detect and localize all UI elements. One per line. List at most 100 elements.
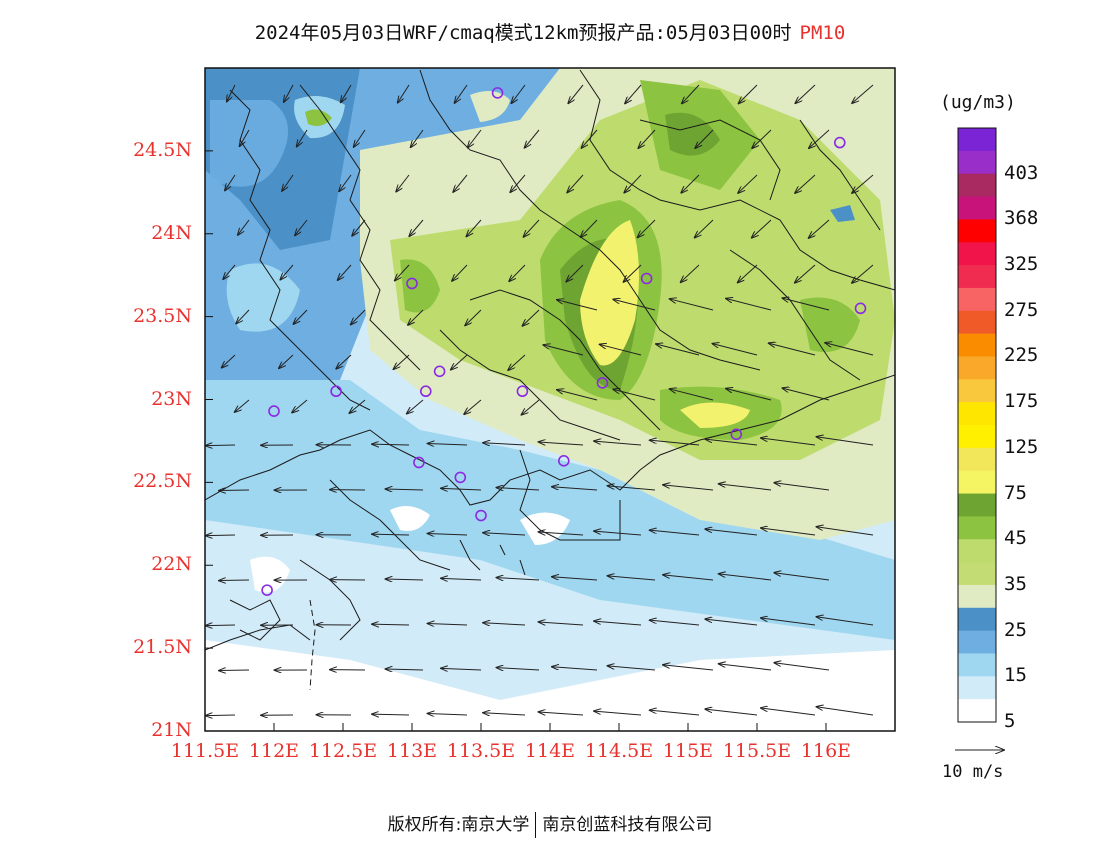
wind-arrow <box>240 129 250 146</box>
wind-arrow <box>852 84 874 103</box>
latitude-label: 21N <box>151 719 192 741</box>
wind-arrow <box>608 486 656 491</box>
latitude-label: 22N <box>151 553 192 576</box>
wind-arrow <box>524 219 540 237</box>
colorbar-swatch <box>958 150 996 175</box>
wind-arrow <box>227 84 236 101</box>
wind-arrow <box>508 354 526 370</box>
colorbar-swatch <box>958 676 996 700</box>
wind-arrow <box>223 264 236 279</box>
colorbar-swatch <box>958 630 996 654</box>
wind-arrow <box>705 709 758 716</box>
wind-arrow <box>650 620 700 626</box>
reference-vector-label: 10 m/s <box>942 762 1004 782</box>
wind-arrow <box>292 399 308 413</box>
latitude-label: 23N <box>151 387 192 410</box>
station-marker <box>730 428 743 441</box>
wind-arrow <box>670 389 714 401</box>
colorbar-tick-label: 15 <box>1004 664 1027 687</box>
wind-arrow <box>726 389 772 401</box>
colorbar-swatch <box>958 356 996 380</box>
station-marker <box>406 277 418 290</box>
map-title: 2024年05月03日WRF/cmaq模式12km预报产品:05月03日00时 P… <box>0 18 1100 45</box>
wind-arrow <box>497 578 540 580</box>
wind-arrow <box>594 531 642 536</box>
wind-arrow <box>219 580 250 581</box>
wind-arrow <box>795 84 816 103</box>
wind-arrow <box>552 667 598 671</box>
wind-arrow <box>695 129 714 148</box>
longitude-label: 112E <box>248 740 300 762</box>
wind-arrow <box>663 575 714 581</box>
wind-arrow <box>372 624 410 625</box>
colorbar-swatch <box>958 402 996 426</box>
wind-arrow <box>219 490 250 491</box>
station-marker <box>454 471 467 484</box>
colorbar-swatch <box>958 584 996 609</box>
wind-arrow <box>206 445 236 446</box>
colorbar-swatch <box>958 265 996 289</box>
colorbar-swatch <box>958 653 996 677</box>
wind-arrow <box>394 354 410 369</box>
longitude-label: 114.5E <box>584 740 654 762</box>
colorbar-swatch <box>958 333 996 357</box>
wind-arrow <box>539 622 584 626</box>
wind-arrow <box>339 174 352 191</box>
wind-arrow <box>663 485 714 491</box>
wind-arrow <box>284 84 294 102</box>
wind-arrow <box>428 443 468 445</box>
station-marker <box>854 302 867 315</box>
station-marker <box>413 456 425 469</box>
wind-arrow <box>483 443 526 445</box>
wind-arrow <box>336 354 352 369</box>
colorbar-tick-label: 368 <box>1004 207 1039 230</box>
wind-arrow <box>567 174 584 192</box>
wind-arrow <box>483 533 526 535</box>
wind-arrow <box>295 219 308 235</box>
colorbar-swatch <box>958 310 996 335</box>
wind-arrow <box>225 174 236 190</box>
footer: 版权所有:南京大学 南京创蓝科技有限公司 <box>0 810 1100 838</box>
wind-arrow <box>206 715 236 716</box>
wind-arrow <box>852 264 874 283</box>
station-marker <box>833 136 846 149</box>
wind-arrow <box>386 579 424 580</box>
wind-arrow <box>509 264 526 281</box>
wind-arrow <box>497 488 540 490</box>
wind-arrow <box>774 663 830 671</box>
wind-arrow <box>441 578 482 580</box>
wind-arrow <box>774 573 830 581</box>
colorbar <box>957 127 997 723</box>
colorbar-unit: (ug/m3) <box>940 92 1016 113</box>
wind-arrow <box>650 710 700 716</box>
title-main: 2024年05月03日WRF/cmaq模式12km预报产品:05月03日00时 <box>254 22 792 44</box>
colorbar-swatch <box>958 219 996 243</box>
wind-arrow <box>738 264 758 282</box>
wind-arrow <box>581 219 598 237</box>
wind-arrow <box>428 623 468 625</box>
wind-arrow <box>483 623 526 625</box>
wind-arrow <box>386 669 424 670</box>
wind-arrow <box>752 219 772 238</box>
wind-arrow <box>809 219 830 238</box>
colorbar-swatch <box>958 173 996 198</box>
wind-arrow <box>465 309 482 325</box>
station-marker <box>516 385 529 398</box>
latitude-label: 22.5N <box>133 470 192 493</box>
wind-arrow <box>738 174 758 193</box>
wind-arrow <box>522 399 540 415</box>
wind-arrow <box>638 129 656 148</box>
longitude-label: 113.5E <box>446 740 516 762</box>
wind-arrow <box>594 441 642 446</box>
wind-arrow <box>594 711 642 716</box>
monitoring-stations <box>261 87 867 596</box>
wind-arrow <box>349 399 366 413</box>
wind-arrow <box>510 174 526 192</box>
wind-arrow <box>656 344 700 356</box>
wind-arrow <box>600 344 642 356</box>
station-marker <box>475 509 487 522</box>
wind-arrow <box>409 219 424 236</box>
colorbar-tick-label: 225 <box>1004 344 1039 367</box>
wind-arrow <box>407 399 424 414</box>
